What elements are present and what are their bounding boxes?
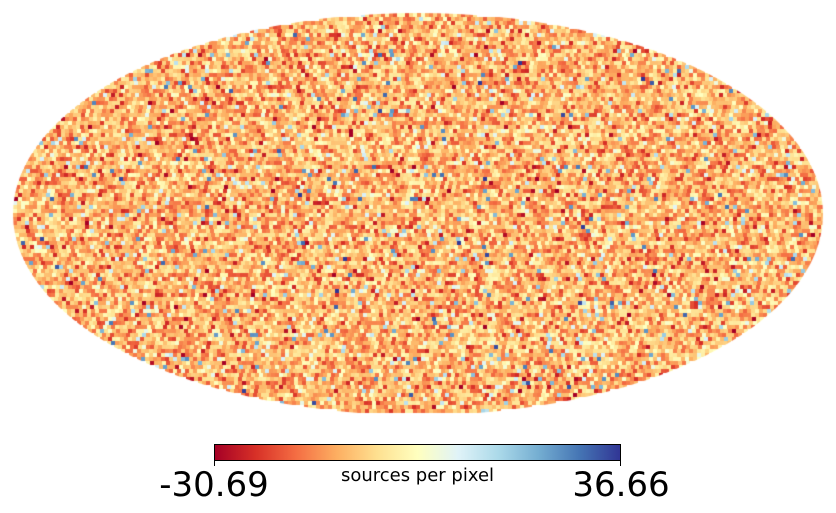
colorbar-min-label: -30.69: [159, 465, 269, 505]
colorbar-max-label: 36.66: [572, 465, 670, 505]
sky-map: [0, 0, 836, 430]
colorbar-min-tick: [214, 461, 215, 466]
colorbar-max-tick: [620, 461, 621, 466]
colorbar-label: sources per pixel: [340, 465, 495, 486]
colorbar: [214, 444, 621, 461]
